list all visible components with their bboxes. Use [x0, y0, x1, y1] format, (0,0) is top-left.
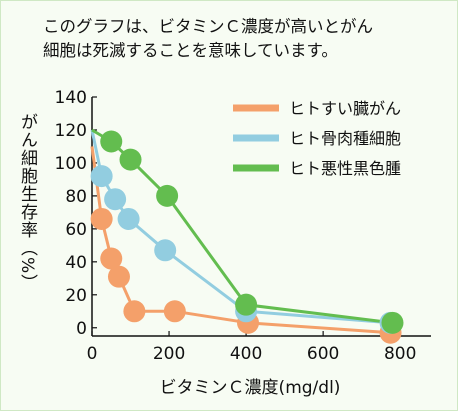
caption: このグラフは、ビタミンＣ濃度が高いとがん 細胞は死滅することを意味しています。 [43, 15, 443, 63]
legend-label-2: ヒト骨肉種細胞 [289, 129, 401, 148]
caption-line-1: このグラフは、ビタミンＣ濃度が高いとがん [43, 17, 373, 36]
series-1-point [163, 300, 186, 323]
y-tick-label: 40 [65, 253, 87, 273]
series-3-point [100, 130, 123, 153]
x-tick-label: 600 [307, 344, 339, 364]
legend-label-1: ヒトすい臓がん [289, 99, 401, 118]
series-3-point [381, 311, 404, 334]
y-tick-label: 20 [65, 286, 87, 306]
series-2-point [90, 165, 113, 188]
series-3-point [119, 148, 142, 171]
legend-label-3: ヒト悪性黒色腫 [289, 159, 401, 178]
x-tick-label: 800 [384, 344, 416, 364]
x-tick-label: 0 [87, 344, 98, 364]
y-tick-label: 120 [55, 121, 87, 141]
y-tick-label: 100 [55, 154, 87, 174]
series-1-point [100, 247, 123, 270]
y-tick-label: 0 [76, 319, 87, 339]
series-1-point [107, 265, 130, 288]
y-tick-label: 140 [55, 88, 87, 108]
x-tick-label: 400 [230, 344, 262, 364]
series-2-point [154, 239, 177, 262]
y-tick-label: 60 [65, 220, 87, 240]
series-1-point [90, 207, 113, 230]
series-3-point [156, 184, 179, 207]
y-axis-label: がん細胞生存率（%） [17, 113, 37, 293]
series-2-point [104, 188, 127, 211]
y-tick-label: 80 [65, 187, 87, 207]
x-tick-label: 200 [153, 344, 185, 364]
series-2-point [117, 207, 140, 230]
series-3-point [235, 293, 258, 316]
series-1-point [123, 300, 146, 323]
caption-line-2: 細胞は死滅することを意味しています。 [43, 41, 338, 60]
x-axis-label: ビタミンＣ濃度(mg/dl) [159, 378, 341, 398]
